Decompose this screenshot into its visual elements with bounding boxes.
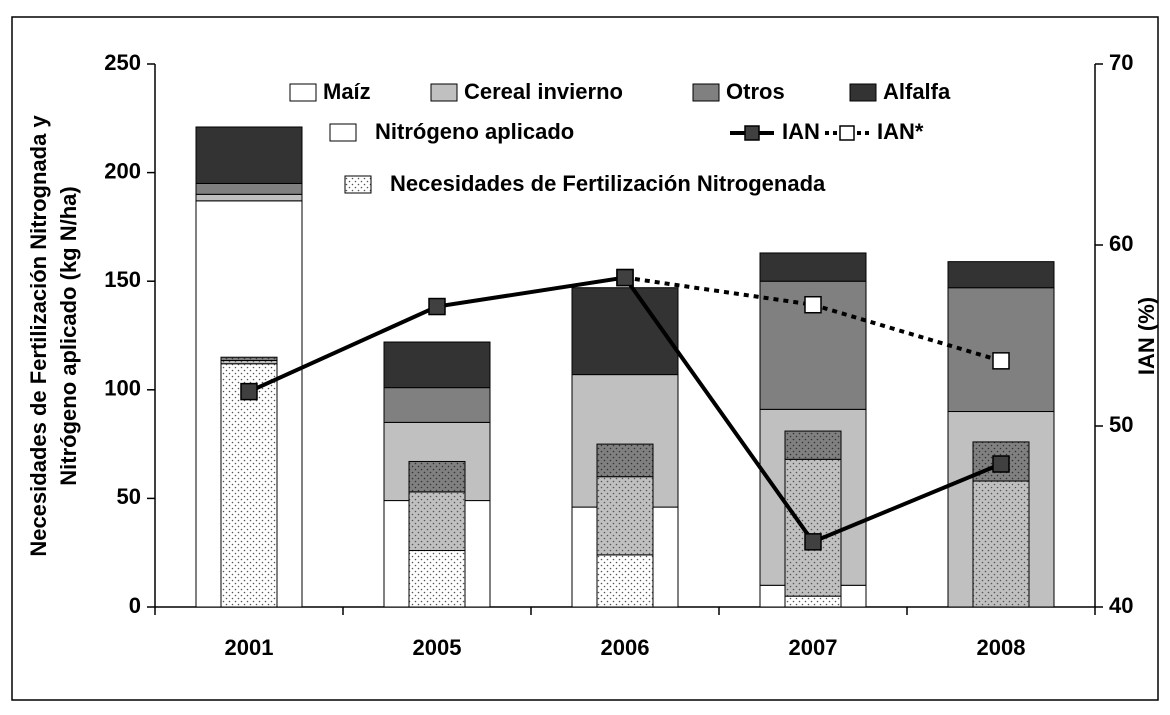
bar-segment (408, 460, 466, 493)
bar-segment (947, 287, 1055, 413)
legend-swatch (329, 123, 357, 142)
y-tick-label: 200 (104, 158, 141, 183)
legend-label: IAN (782, 119, 820, 144)
bar-segment (408, 550, 466, 608)
y2-axis-label: IAN (%) (1134, 297, 1159, 375)
x-tick-label: 2001 (225, 635, 274, 660)
legend-label: Maíz (323, 79, 371, 104)
line-marker (428, 297, 446, 316)
y-tick-label: 150 (104, 267, 141, 292)
bar-segment (784, 458, 842, 597)
legend-label: Otros (726, 79, 785, 104)
bar-segment (195, 126, 303, 184)
bar-segment (195, 182, 303, 195)
bar-segment (383, 387, 491, 423)
bar-segment (759, 252, 867, 282)
y2-tick-label: 70 (1109, 50, 1133, 75)
y-axis-label: Necesidades de Fertilización Nitrognada … (26, 115, 51, 557)
legend-swatch (289, 83, 317, 102)
bar-segment (596, 554, 654, 608)
legend-marker (839, 125, 855, 141)
legend-label: Necesidades de Fertilización Nitrogenada (390, 171, 826, 196)
legend-label: IAN* (877, 119, 924, 144)
line-marker (804, 295, 822, 314)
x-tick-label: 2006 (601, 635, 650, 660)
bar-segment (596, 476, 654, 556)
y-tick-label: 50 (117, 484, 141, 509)
legend-swatch (430, 83, 458, 102)
line (624, 275, 1002, 363)
bar-segment (408, 491, 466, 552)
legend-marker (744, 125, 760, 141)
bar-segment (220, 363, 278, 608)
y-tick-label: 100 (104, 376, 141, 401)
y2-tick-label: 50 (1109, 412, 1133, 437)
y2-tick-label: 40 (1109, 593, 1133, 618)
y-tick-label: 0 (129, 593, 141, 618)
chart-border (11, 16, 1159, 701)
legend-label: Nitrógeno aplicado (375, 119, 574, 144)
x-tick-label: 2005 (413, 635, 462, 660)
legend-swatch (692, 83, 720, 102)
bar-segment (220, 356, 278, 361)
legend-swatch (344, 175, 372, 194)
y-tick-label: 250 (104, 50, 141, 75)
bar-segment (383, 341, 491, 389)
legend-label: Alfalfa (883, 79, 951, 104)
y2-tick-label: 60 (1109, 231, 1133, 256)
y-axis-label: Nitrógeno aplicado (kg N/ha) (56, 186, 81, 485)
bar-segment (596, 443, 654, 478)
x-tick-label: 2007 (789, 635, 838, 660)
bar-segment (972, 480, 1030, 608)
bar-segment (784, 595, 842, 608)
line-marker (616, 268, 634, 287)
x-tick-label: 2008 (977, 635, 1026, 660)
bar-segment (784, 430, 842, 460)
line-marker (992, 455, 1010, 473)
line-marker (992, 352, 1010, 370)
bar-segment (947, 261, 1055, 289)
line-marker (240, 382, 258, 401)
bar-segment (195, 193, 303, 202)
line-marker (804, 533, 822, 551)
legend-swatch (849, 83, 877, 102)
bar-segment (571, 287, 679, 376)
legend-label: Cereal invierno (464, 79, 623, 104)
